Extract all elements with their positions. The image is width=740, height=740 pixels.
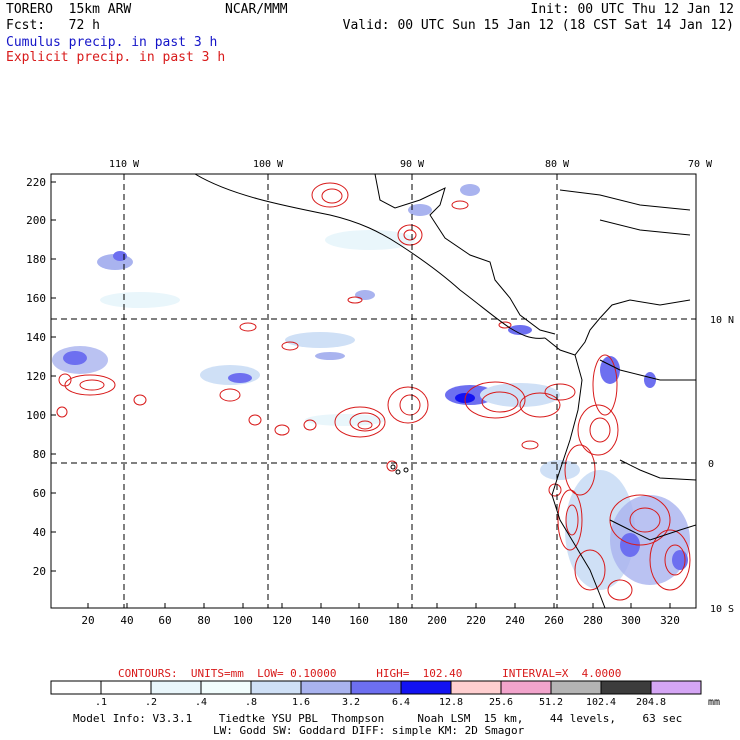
x-tick-label: 40 xyxy=(120,614,133,627)
lon-label: 70 W xyxy=(688,159,713,170)
colorbar-label: 6.4 xyxy=(392,697,410,708)
colorbar-swatch xyxy=(150,680,202,695)
colorbar-swatch xyxy=(350,680,402,695)
colorbar-label: 204.8 xyxy=(636,697,666,708)
x-tick-label: 140 xyxy=(311,614,331,627)
y-tick-label: 220 xyxy=(26,176,46,189)
x-tick-label: 120 xyxy=(272,614,292,627)
model-info-line-1: Model Info: V3.3.1 Tiedtke YSU PBL Thomp… xyxy=(73,712,683,725)
lat-label: 0 xyxy=(708,459,714,470)
run-title: TORERO 15km ARW xyxy=(6,2,132,17)
y-tick-label: 200 xyxy=(26,214,46,227)
colorbar-swatch xyxy=(100,680,152,695)
x-tick-label: 80 xyxy=(197,614,210,627)
organization-label: NCAR/MMM xyxy=(225,2,288,17)
colorbar-label: 12.8 xyxy=(439,697,463,708)
colorbar-swatch xyxy=(50,680,102,695)
valid-time: Valid: 00 UTC Sun 15 Jan 12 (18 CST Sat … xyxy=(342,18,734,33)
colorbar-swatch xyxy=(600,680,652,695)
y-tick-label: 160 xyxy=(26,292,46,305)
explicit-precip-contours xyxy=(56,182,691,601)
colorbar-label: 1.6 xyxy=(292,697,310,708)
lat-label: 10 S xyxy=(710,604,734,615)
init-time: Init: 00 UTC Thu 12 Jan 12 xyxy=(530,2,735,17)
lon-label: 80 W xyxy=(545,159,570,170)
colorbar-unit: mm xyxy=(708,697,720,708)
y-tick-label: 180 xyxy=(26,253,46,266)
x-tick-label: 300 xyxy=(621,614,641,627)
colorbar-label: .1 xyxy=(95,697,107,708)
colorbar-label: .4 xyxy=(195,697,207,708)
forecast-hour: Fcst: 72 h xyxy=(6,18,100,33)
y-tick-label: 80 xyxy=(33,448,46,461)
x-tick-label: 180 xyxy=(388,614,408,627)
colorbar xyxy=(50,680,702,695)
colorbar-swatch xyxy=(400,680,452,695)
latitude-labels: 10 N 0 10 S xyxy=(708,315,734,615)
x-tick-label: 240 xyxy=(505,614,525,627)
longitude-labels: 110 W 100 W 90 W 80 W 70 W xyxy=(109,159,713,170)
colorbar-label: .2 xyxy=(145,697,157,708)
lon-label: 90 W xyxy=(400,159,425,170)
colorbar-label: .8 xyxy=(245,697,257,708)
colorbar-swatch xyxy=(650,680,702,695)
model-info-line-2: LW: Godd SW: Goddard DIFF: simple KM: 2D… xyxy=(213,724,525,737)
y-tick-label: 100 xyxy=(26,409,46,422)
contours-info: CONTOURS: UNITS=mm LOW= 0.10000 HIGH= 10… xyxy=(118,667,622,680)
colorbar-label: 51.2 xyxy=(539,697,563,708)
colorbar-label: 25.6 xyxy=(489,697,513,708)
explicit-legend: Explicit precip. in past 3 h xyxy=(6,50,226,65)
colorbar-swatch xyxy=(550,680,602,695)
x-tick-label: 160 xyxy=(349,614,369,627)
y-tick-label: 40 xyxy=(33,526,46,539)
x-tick-label: 200 xyxy=(427,614,447,627)
y-tick-label: 120 xyxy=(26,370,46,383)
x-tick-label: 220 xyxy=(466,614,486,627)
colorbar-swatch xyxy=(200,680,252,695)
colorbar-swatch xyxy=(250,680,302,695)
x-tick-label: 260 xyxy=(544,614,564,627)
x-tick-label: 60 xyxy=(158,614,171,627)
lat-label: 10 N xyxy=(710,315,734,326)
x-tick-label: 280 xyxy=(583,614,603,627)
x-tick-label: 100 xyxy=(233,614,253,627)
colorbar-label: 3.2 xyxy=(342,697,360,708)
colorbar-label: 102.4 xyxy=(586,697,616,708)
colorbar-swatch xyxy=(450,680,502,695)
y-tick-label: 140 xyxy=(26,331,46,344)
y-tick-label: 60 xyxy=(33,487,46,500)
x-tick-labels: 20 40 60 80 100 120 140 160 180 200 220 … xyxy=(81,614,680,627)
colorbar-swatch xyxy=(300,680,352,695)
y-tick-label: 20 xyxy=(33,565,46,578)
x-tick-label: 320 xyxy=(660,614,680,627)
lon-label: 110 W xyxy=(109,159,140,170)
cumulus-legend: Cumulus precip. in past 3 h xyxy=(6,35,218,50)
colorbar-swatch xyxy=(500,680,552,695)
colorbar-labels: .1 .2 .4 .8 1.6 3.2 6.4 12.8 25.6 51.2 1… xyxy=(95,697,720,708)
axis-ticks xyxy=(51,181,671,608)
graticule xyxy=(51,174,696,608)
lon-label: 100 W xyxy=(253,159,284,170)
x-tick-label: 20 xyxy=(81,614,94,627)
coastlines xyxy=(194,174,696,608)
y-tick-labels: 220 200 180 160 140 120 100 80 60 40 20 xyxy=(26,176,46,578)
